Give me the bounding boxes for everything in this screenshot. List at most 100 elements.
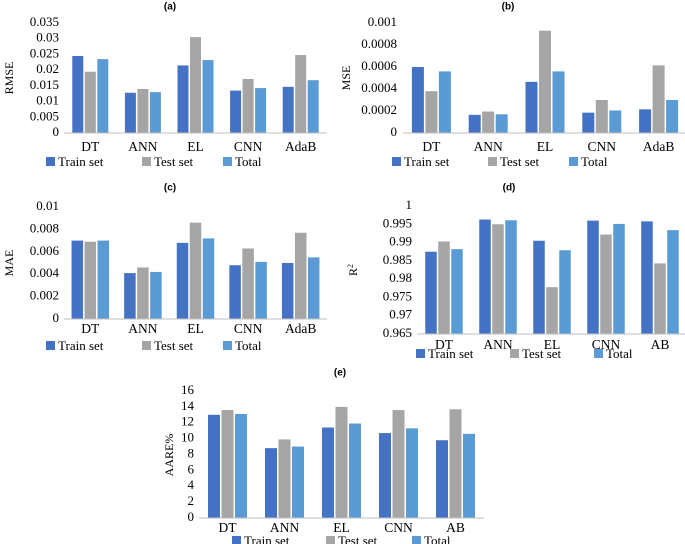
legend-swatch <box>232 536 241 544</box>
y-tick-label: 1 <box>406 197 413 212</box>
bar-train-set-cnn <box>379 433 391 518</box>
bar-total-dt <box>97 240 110 319</box>
bar-total-ann <box>292 446 304 518</box>
bar-total-cnn <box>255 88 267 133</box>
x-category-label: ANN <box>270 520 299 535</box>
y-tick-label: 4 <box>188 477 195 492</box>
bar-train-set-dt <box>425 251 437 334</box>
bar-total-cnn <box>609 110 622 133</box>
x-category-label: AdaB <box>643 139 675 154</box>
y-tick-label: 0.99 <box>389 234 412 249</box>
bar-test-set-adab <box>295 55 307 133</box>
y-tick-label: 8 <box>188 445 195 460</box>
y-axis-label: MAE <box>2 250 16 277</box>
y-axis-label: RMSE <box>2 62 16 95</box>
bar-total-el <box>349 423 361 518</box>
y-tick-label: 0.001 <box>368 14 397 29</box>
bar-total-dt <box>451 249 463 334</box>
legend-swatch <box>326 536 335 544</box>
bar-total-dt <box>235 414 247 518</box>
bar-train-set-adab <box>281 263 294 319</box>
bar-test-set-dt <box>84 241 97 319</box>
bar-test-set-cnn <box>600 234 612 334</box>
bar-test-set-el <box>190 37 201 134</box>
y-tick-label: 0.025 <box>30 45 59 60</box>
y-axis-label: AARE% <box>162 434 176 477</box>
y-tick-label: 0.004 <box>30 265 60 280</box>
bar-test-set-ann <box>482 111 495 133</box>
x-category-label: AdaB <box>285 321 317 336</box>
legend-swatch <box>569 157 578 166</box>
legend-label: Train set <box>404 154 450 169</box>
y-tick-label: 0.97 <box>389 307 412 322</box>
bar-test-set-ann <box>492 224 504 334</box>
legend-label: Train set <box>428 346 474 361</box>
bar-train-set-ann <box>468 114 481 133</box>
legend-swatch <box>416 349 425 358</box>
legend-label: Test set <box>522 346 562 361</box>
legend-label: Train set <box>58 154 104 169</box>
bar-train-set-el <box>177 65 189 133</box>
x-category-label: DT <box>81 139 100 154</box>
bar-train-set-adab <box>639 109 652 133</box>
bar-train-set-dt <box>208 414 220 518</box>
y-tick-label: 0.0004 <box>361 80 397 95</box>
x-category-label: AB <box>651 337 670 352</box>
bar-train-set-dt <box>71 240 84 319</box>
y-tick-label: 0.03 <box>36 30 59 45</box>
legend-swatch <box>510 349 519 358</box>
legend-label: Test set <box>154 338 194 353</box>
bar-test-set-dt <box>438 241 450 334</box>
bar-test-set-ab <box>449 409 462 518</box>
y-tick-label: 0.006 <box>30 243 60 258</box>
y-axis-label: MSE <box>339 66 353 91</box>
legend-label: Total <box>424 533 451 544</box>
bar-total-adab <box>307 257 320 319</box>
legend-swatch <box>412 536 421 544</box>
chart-panel-c: (c) 0 0.002 0.004 0.006 0.008 0.01 MAE DT ANN EL CN… <box>2 183 327 353</box>
bar-test-set-el <box>539 30 551 134</box>
y-tick-label: 0.0006 <box>361 58 397 73</box>
x-category-label: DT <box>81 321 100 336</box>
y-tick-label: 0 <box>391 124 398 139</box>
bar-total-dt <box>438 71 451 133</box>
legend-swatch <box>46 157 55 166</box>
bar-total-dt <box>97 59 109 134</box>
bar-train-set-dt <box>72 56 84 133</box>
bar-test-set-el <box>546 287 558 334</box>
legend-label: Train set <box>244 533 290 544</box>
x-category-label: CNN <box>384 520 413 535</box>
y-tick-label: 0.0002 <box>361 102 397 117</box>
y-tick-label: 0 <box>53 124 60 139</box>
y-tick-label: 0.01 <box>36 93 59 108</box>
bar-train-set-el <box>176 242 189 319</box>
bar-total-adab <box>666 100 679 133</box>
bar-train-set-ann <box>124 273 136 319</box>
bar-total-ann <box>150 271 162 319</box>
y-tick-label: 0.985 <box>383 252 412 267</box>
y-tick-label: 2 <box>188 493 195 508</box>
bar-test-set-el <box>189 222 202 319</box>
chart-title: (d) <box>503 183 516 194</box>
y-tick-label: 0.01 <box>36 198 59 213</box>
y-tick-label: 0 <box>53 310 60 325</box>
bar-test-set-adab <box>294 232 307 319</box>
y-tick-label: 0.005 <box>30 108 59 123</box>
y-tick-label: 0 <box>188 509 195 524</box>
y-axis-label: R2 <box>346 264 361 276</box>
bar-total-ab <box>667 230 679 334</box>
bar-test-set-dt <box>425 91 438 133</box>
x-category-label: EL <box>537 139 554 154</box>
bar-train-set-ab <box>436 440 448 518</box>
x-category-label: DT <box>422 139 441 154</box>
bar-test-set-ann <box>278 439 291 518</box>
bar-total-cnn <box>613 223 625 334</box>
x-category-label: CNN <box>592 337 621 352</box>
bar-total-cnn <box>255 261 267 319</box>
bar-total-el <box>202 60 214 134</box>
bar-train-set-cnn <box>230 90 242 133</box>
y-tick-label: 0.0008 <box>361 36 397 51</box>
y-tick-label: 0.015 <box>30 77 59 92</box>
x-category-label: CNN <box>234 139 263 154</box>
